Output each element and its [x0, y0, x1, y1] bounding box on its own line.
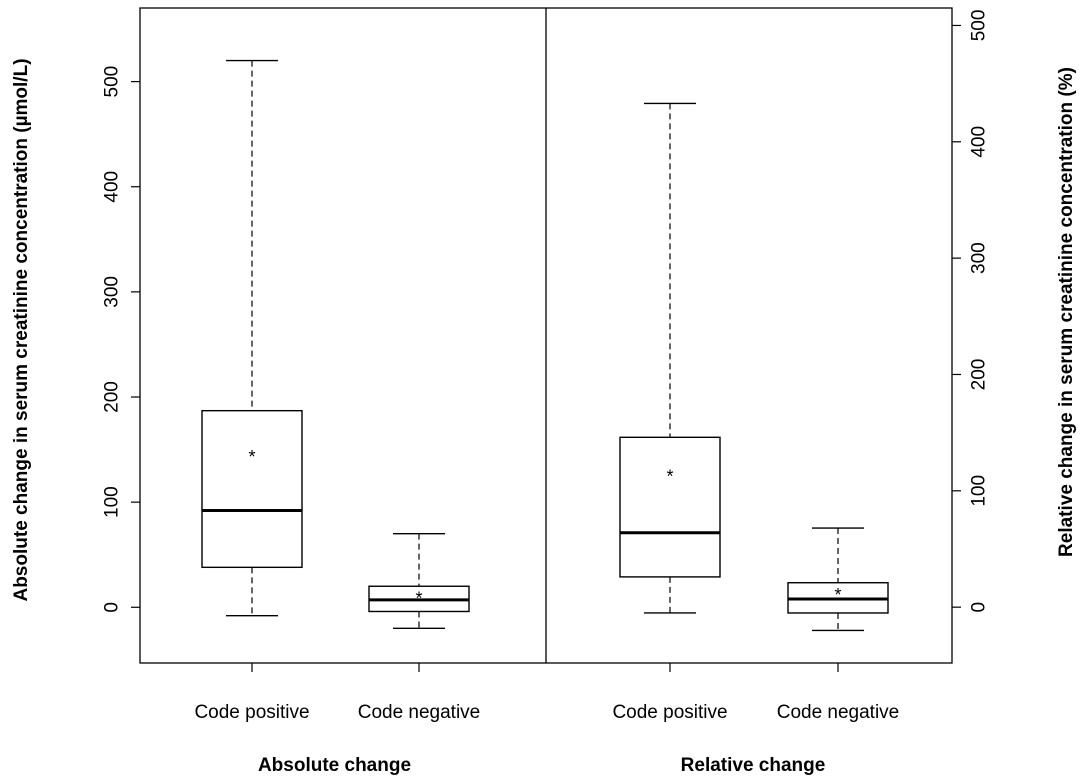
group-label: Absolute change: [258, 755, 411, 776]
right-y-axis: 0 100 200 300 400 500: [952, 10, 990, 613]
group-label: Relative change: [681, 755, 826, 776]
left-tick-label: 200: [102, 381, 123, 413]
mean-marker: *: [834, 585, 841, 605]
right-tick-label: 0: [969, 602, 990, 613]
right-tick-label: 200: [969, 359, 990, 391]
left-tick-label: 500: [102, 66, 123, 98]
x-axis-labels: Code positive Code negative Absolute chang…: [194, 663, 899, 776]
right-tick-label: 300: [969, 242, 990, 274]
right-tick-label: 500: [969, 10, 990, 42]
mean-marker: *: [666, 466, 673, 486]
category-label: Code positive: [612, 702, 727, 723]
left-tick-label: 100: [102, 486, 123, 518]
right-axis-title: Relative change in serum creatinine conc…: [1056, 67, 1077, 557]
left-y-axis: 0 100 200 300 400 500: [102, 66, 140, 613]
box: *: [787, 527, 889, 632]
category-label: Code negative: [777, 702, 900, 723]
category-label: Code negative: [358, 702, 481, 723]
left-tick-label: 400: [102, 171, 123, 203]
right-tick-label: 400: [969, 126, 990, 158]
right-tick-label: 100: [969, 475, 990, 507]
box-series: * * * *: [201, 59, 889, 632]
plot-frame: [139, 7, 953, 664]
box: *: [619, 102, 721, 614]
category-label: Code positive: [194, 702, 309, 723]
left-tick-label: 300: [102, 276, 123, 308]
mean-marker: *: [248, 447, 255, 467]
box: *: [201, 59, 303, 617]
iqr-box: [619, 436, 721, 578]
box: *: [368, 532, 470, 630]
mean-marker: *: [415, 589, 422, 609]
left-tick-label: 0: [102, 602, 123, 613]
left-axis-title: Absolute change in serum creatinine conc…: [11, 58, 32, 601]
iqr-box: [201, 409, 303, 569]
